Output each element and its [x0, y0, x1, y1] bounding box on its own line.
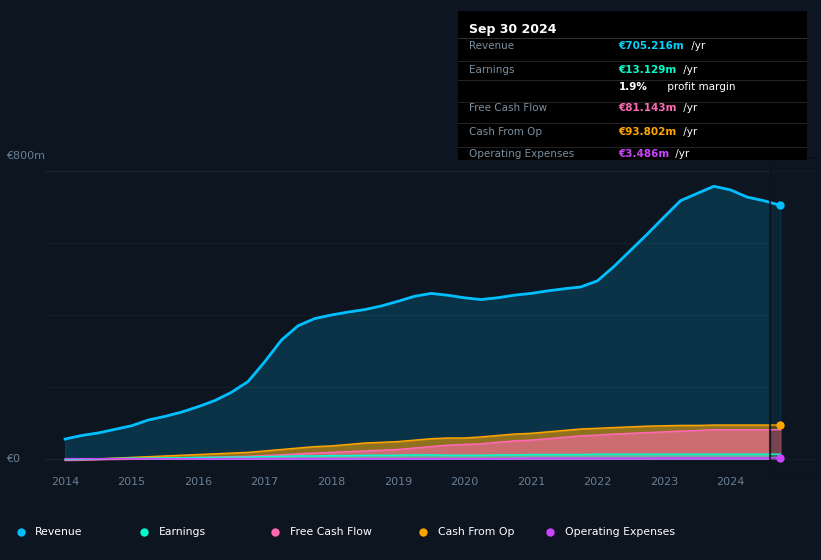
FancyBboxPatch shape [770, 157, 817, 473]
Text: Sep 30 2024: Sep 30 2024 [469, 23, 556, 36]
Text: /yr: /yr [680, 103, 697, 113]
Text: Operating Expenses: Operating Expenses [565, 527, 675, 537]
Text: €800m: €800m [6, 151, 45, 161]
Text: /yr: /yr [680, 127, 697, 137]
Text: Operating Expenses: Operating Expenses [469, 149, 574, 159]
Text: €705.216m: €705.216m [619, 41, 685, 51]
Text: profit margin: profit margin [664, 82, 736, 92]
Text: €93.802m: €93.802m [619, 127, 677, 137]
Text: 1.9%: 1.9% [619, 82, 648, 92]
Text: /yr: /yr [672, 149, 690, 159]
Text: €13.129m: €13.129m [619, 64, 677, 74]
Text: Free Cash Flow: Free Cash Flow [469, 103, 547, 113]
Text: €0: €0 [6, 454, 20, 464]
Text: /yr: /yr [688, 41, 705, 51]
Text: Cash From Op: Cash From Op [438, 527, 514, 537]
Text: Free Cash Flow: Free Cash Flow [290, 527, 372, 537]
Text: Revenue: Revenue [469, 41, 514, 51]
Text: €81.143m: €81.143m [619, 103, 677, 113]
Text: Cash From Op: Cash From Op [469, 127, 542, 137]
Text: Earnings: Earnings [469, 64, 514, 74]
Text: /yr: /yr [680, 64, 697, 74]
Text: Revenue: Revenue [35, 527, 83, 537]
Text: Earnings: Earnings [158, 527, 205, 537]
Text: €3.486m: €3.486m [619, 149, 670, 159]
